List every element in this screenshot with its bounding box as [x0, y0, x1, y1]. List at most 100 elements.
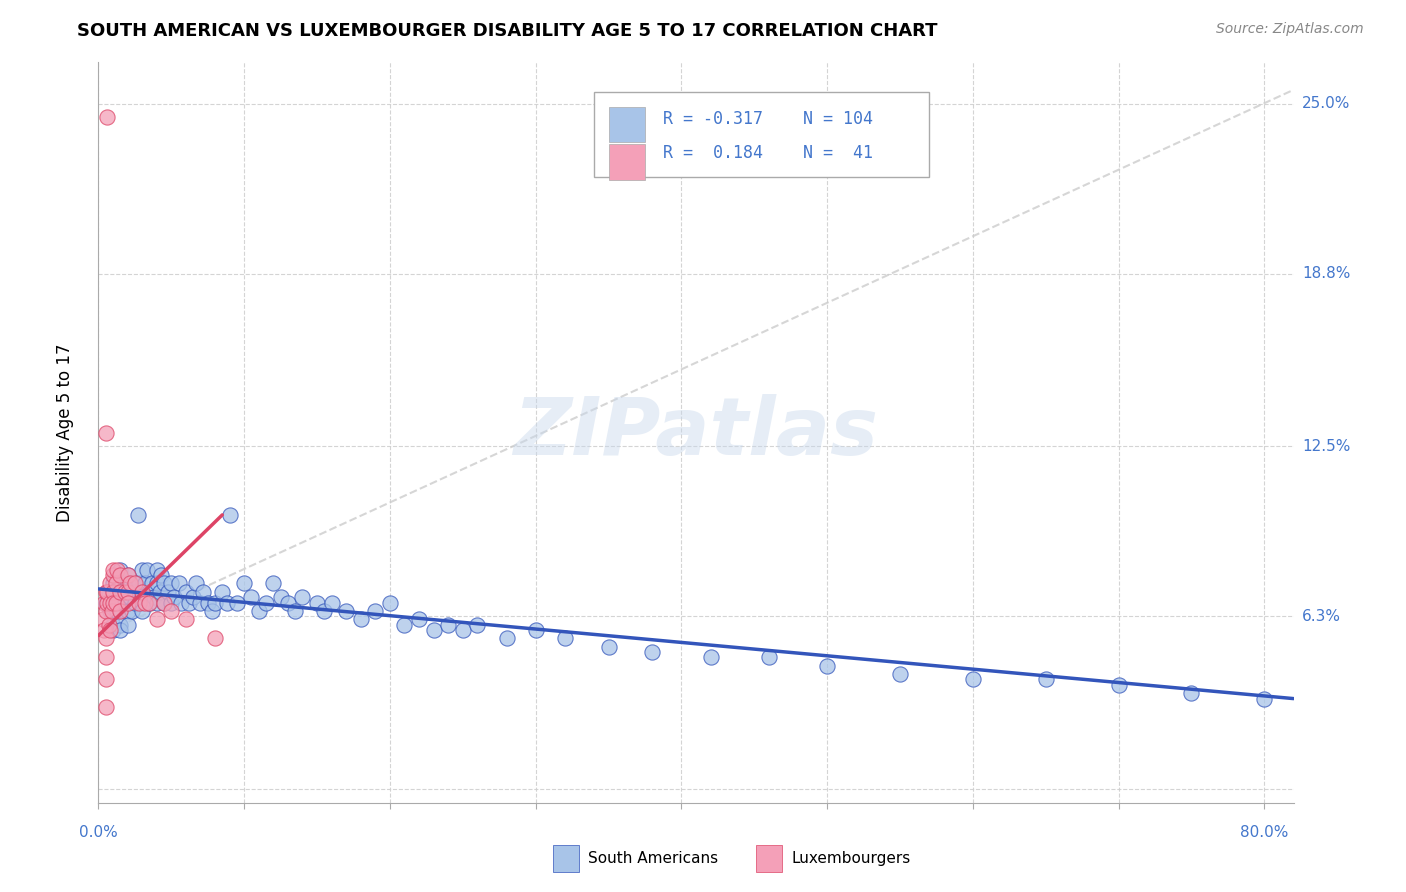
Point — [394, 617, 416, 632]
Point — [291, 590, 314, 604]
Point — [104, 576, 127, 591]
Point — [101, 584, 124, 599]
Text: Luxembourgers: Luxembourgers — [792, 851, 911, 866]
Point — [364, 604, 387, 618]
Point — [135, 563, 157, 577]
Point — [96, 596, 118, 610]
Point — [889, 667, 911, 681]
Point — [277, 596, 299, 610]
Point — [1035, 673, 1057, 687]
Point — [160, 604, 183, 618]
Point — [160, 576, 183, 591]
Point — [101, 568, 124, 582]
Point — [94, 699, 117, 714]
Point — [98, 623, 121, 637]
Point — [142, 590, 165, 604]
Point — [93, 623, 115, 637]
Text: 18.8%: 18.8% — [1302, 266, 1350, 281]
Point — [190, 596, 212, 610]
Point — [193, 584, 215, 599]
Point — [150, 568, 173, 582]
Point — [104, 590, 127, 604]
Point — [204, 596, 226, 610]
Point — [96, 110, 118, 124]
Point — [110, 604, 132, 618]
Point — [145, 596, 167, 610]
Point — [145, 563, 167, 577]
FancyBboxPatch shape — [595, 92, 929, 178]
FancyBboxPatch shape — [756, 845, 782, 871]
Point — [117, 576, 139, 591]
Point — [117, 596, 139, 610]
Point — [181, 590, 204, 604]
Point — [101, 576, 124, 591]
Point — [174, 584, 197, 599]
Point — [378, 596, 401, 610]
Point — [105, 604, 128, 618]
Point — [153, 596, 176, 610]
Point — [117, 584, 139, 599]
Point — [131, 604, 153, 618]
Point — [437, 617, 460, 632]
Point — [758, 650, 780, 665]
Text: 80.0%: 80.0% — [1240, 825, 1288, 839]
Point — [157, 584, 180, 599]
Point — [134, 576, 156, 591]
Point — [120, 590, 142, 604]
Point — [94, 425, 117, 440]
Point — [98, 596, 121, 610]
Point — [101, 596, 124, 610]
Point — [110, 568, 132, 582]
Text: South Americans: South Americans — [589, 851, 718, 866]
Text: 0.0%: 0.0% — [79, 825, 118, 839]
Point — [110, 576, 132, 591]
Point — [128, 576, 150, 591]
Point — [101, 563, 124, 577]
Point — [225, 596, 247, 610]
Point — [524, 623, 547, 637]
Point — [163, 590, 186, 604]
Point — [554, 632, 576, 646]
Text: SOUTH AMERICAN VS LUXEMBOURGER DISABILITY AGE 5 TO 17 CORRELATION CHART: SOUTH AMERICAN VS LUXEMBOURGER DISABILIT… — [77, 22, 938, 40]
Point — [117, 568, 139, 582]
Point — [495, 632, 517, 646]
Point — [114, 596, 136, 610]
Point — [124, 576, 146, 591]
FancyBboxPatch shape — [553, 845, 579, 871]
FancyBboxPatch shape — [609, 145, 644, 179]
Point — [962, 673, 984, 687]
Point — [100, 590, 122, 604]
Point — [350, 612, 373, 626]
Point — [167, 576, 190, 591]
Point — [117, 584, 139, 599]
Point — [98, 604, 121, 618]
Point — [117, 604, 139, 618]
Point — [247, 604, 270, 618]
Point — [110, 563, 132, 577]
Point — [101, 623, 124, 637]
Point — [240, 590, 263, 604]
Point — [153, 576, 176, 591]
Point — [254, 596, 277, 610]
Text: R = -0.317    N = 104: R = -0.317 N = 104 — [662, 111, 873, 128]
Point — [96, 584, 118, 599]
Text: 6.3%: 6.3% — [1302, 609, 1341, 624]
Point — [110, 584, 132, 599]
Point — [305, 596, 328, 610]
Point — [1253, 691, 1275, 706]
Point — [215, 596, 238, 610]
Point — [94, 650, 117, 665]
Point — [321, 596, 343, 610]
Text: R =  0.184    N =  41: R = 0.184 N = 41 — [662, 145, 873, 162]
Point — [94, 673, 117, 687]
Point — [145, 612, 167, 626]
Point — [117, 596, 139, 610]
Point — [117, 617, 139, 632]
Point — [94, 604, 117, 618]
Point — [1108, 678, 1130, 692]
Point — [138, 596, 160, 610]
Point — [110, 584, 132, 599]
Point — [120, 576, 142, 591]
Point — [117, 568, 139, 582]
Point — [121, 604, 143, 618]
